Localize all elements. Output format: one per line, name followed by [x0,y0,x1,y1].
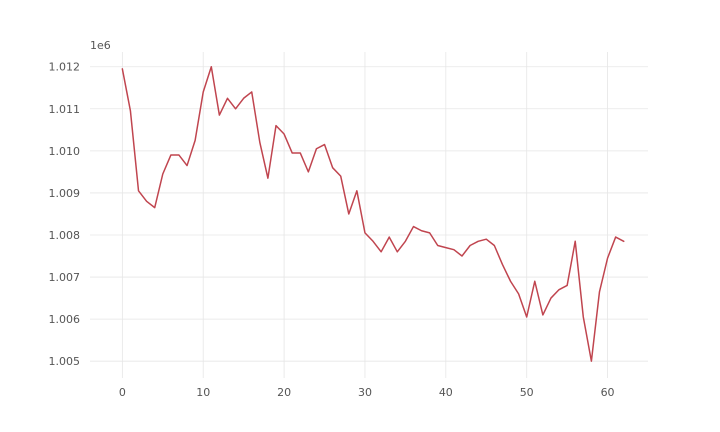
x-tick-label: 10 [196,386,210,399]
x-tick-label: 0 [119,386,126,399]
y-gridlines [90,66,648,362]
x-tick-label: 30 [358,386,372,399]
x-tick-label: 50 [520,386,534,399]
y-tick-label: 1.008 [49,229,81,242]
y-tick-label: 1.005 [49,355,81,368]
y-tick-label: 1.010 [49,145,81,158]
y-axis-offset-label: 1e6 [90,39,111,52]
y-tick-labels: 1.005 1.006 1.007 1.008 1.009 1.010 1.011 1.012 [49,61,81,368]
series-layer [121,65,625,362]
x-tick-label: 20 [277,386,291,399]
x-tick-labels: 0 10 20 30 40 50 60 [119,386,615,399]
y-tick-label: 1.007 [49,271,81,284]
y-tick-label: 1.009 [49,187,81,200]
series-line [121,65,625,362]
x-gridlines [121,52,608,378]
x-tick-label: 60 [601,386,615,399]
y-tick-label: 1.006 [49,313,81,326]
y-tick-label: 1.011 [49,103,81,116]
y-tick-label: 1.012 [49,61,81,74]
x-tick-label: 40 [439,386,453,399]
